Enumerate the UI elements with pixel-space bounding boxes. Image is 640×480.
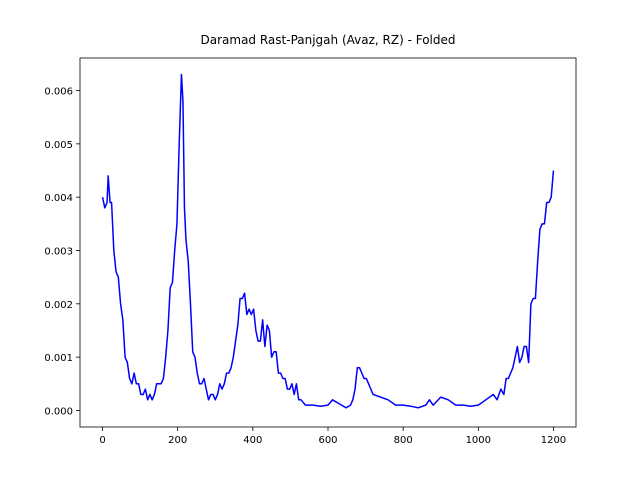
axes-frame (79, 57, 577, 428)
x-tick-label: 0 (99, 435, 105, 446)
x-tick-label: 200 (168, 435, 187, 446)
data-line (101, 73, 555, 409)
chart-title: Daramad Rast-Panjgah (Avaz, RZ) - Folded (201, 33, 456, 47)
x-tick-label: 400 (243, 435, 262, 446)
y-tick-label: 0.004 (44, 193, 73, 204)
x-tick-label: 800 (394, 435, 413, 446)
y-tick-label: 0.003 (44, 246, 73, 257)
x-tick-label: 1200 (541, 435, 566, 446)
y-tick-label: 0.005 (44, 140, 73, 151)
y-tick-label: 0.006 (44, 87, 73, 98)
x-tick-label: 600 (318, 435, 337, 446)
y-tick-label: 0.001 (44, 353, 73, 364)
y-tick-label: 0.000 (44, 406, 73, 417)
x-tick-label: 1000 (466, 435, 491, 446)
y-tick-label: 0.002 (44, 300, 73, 311)
